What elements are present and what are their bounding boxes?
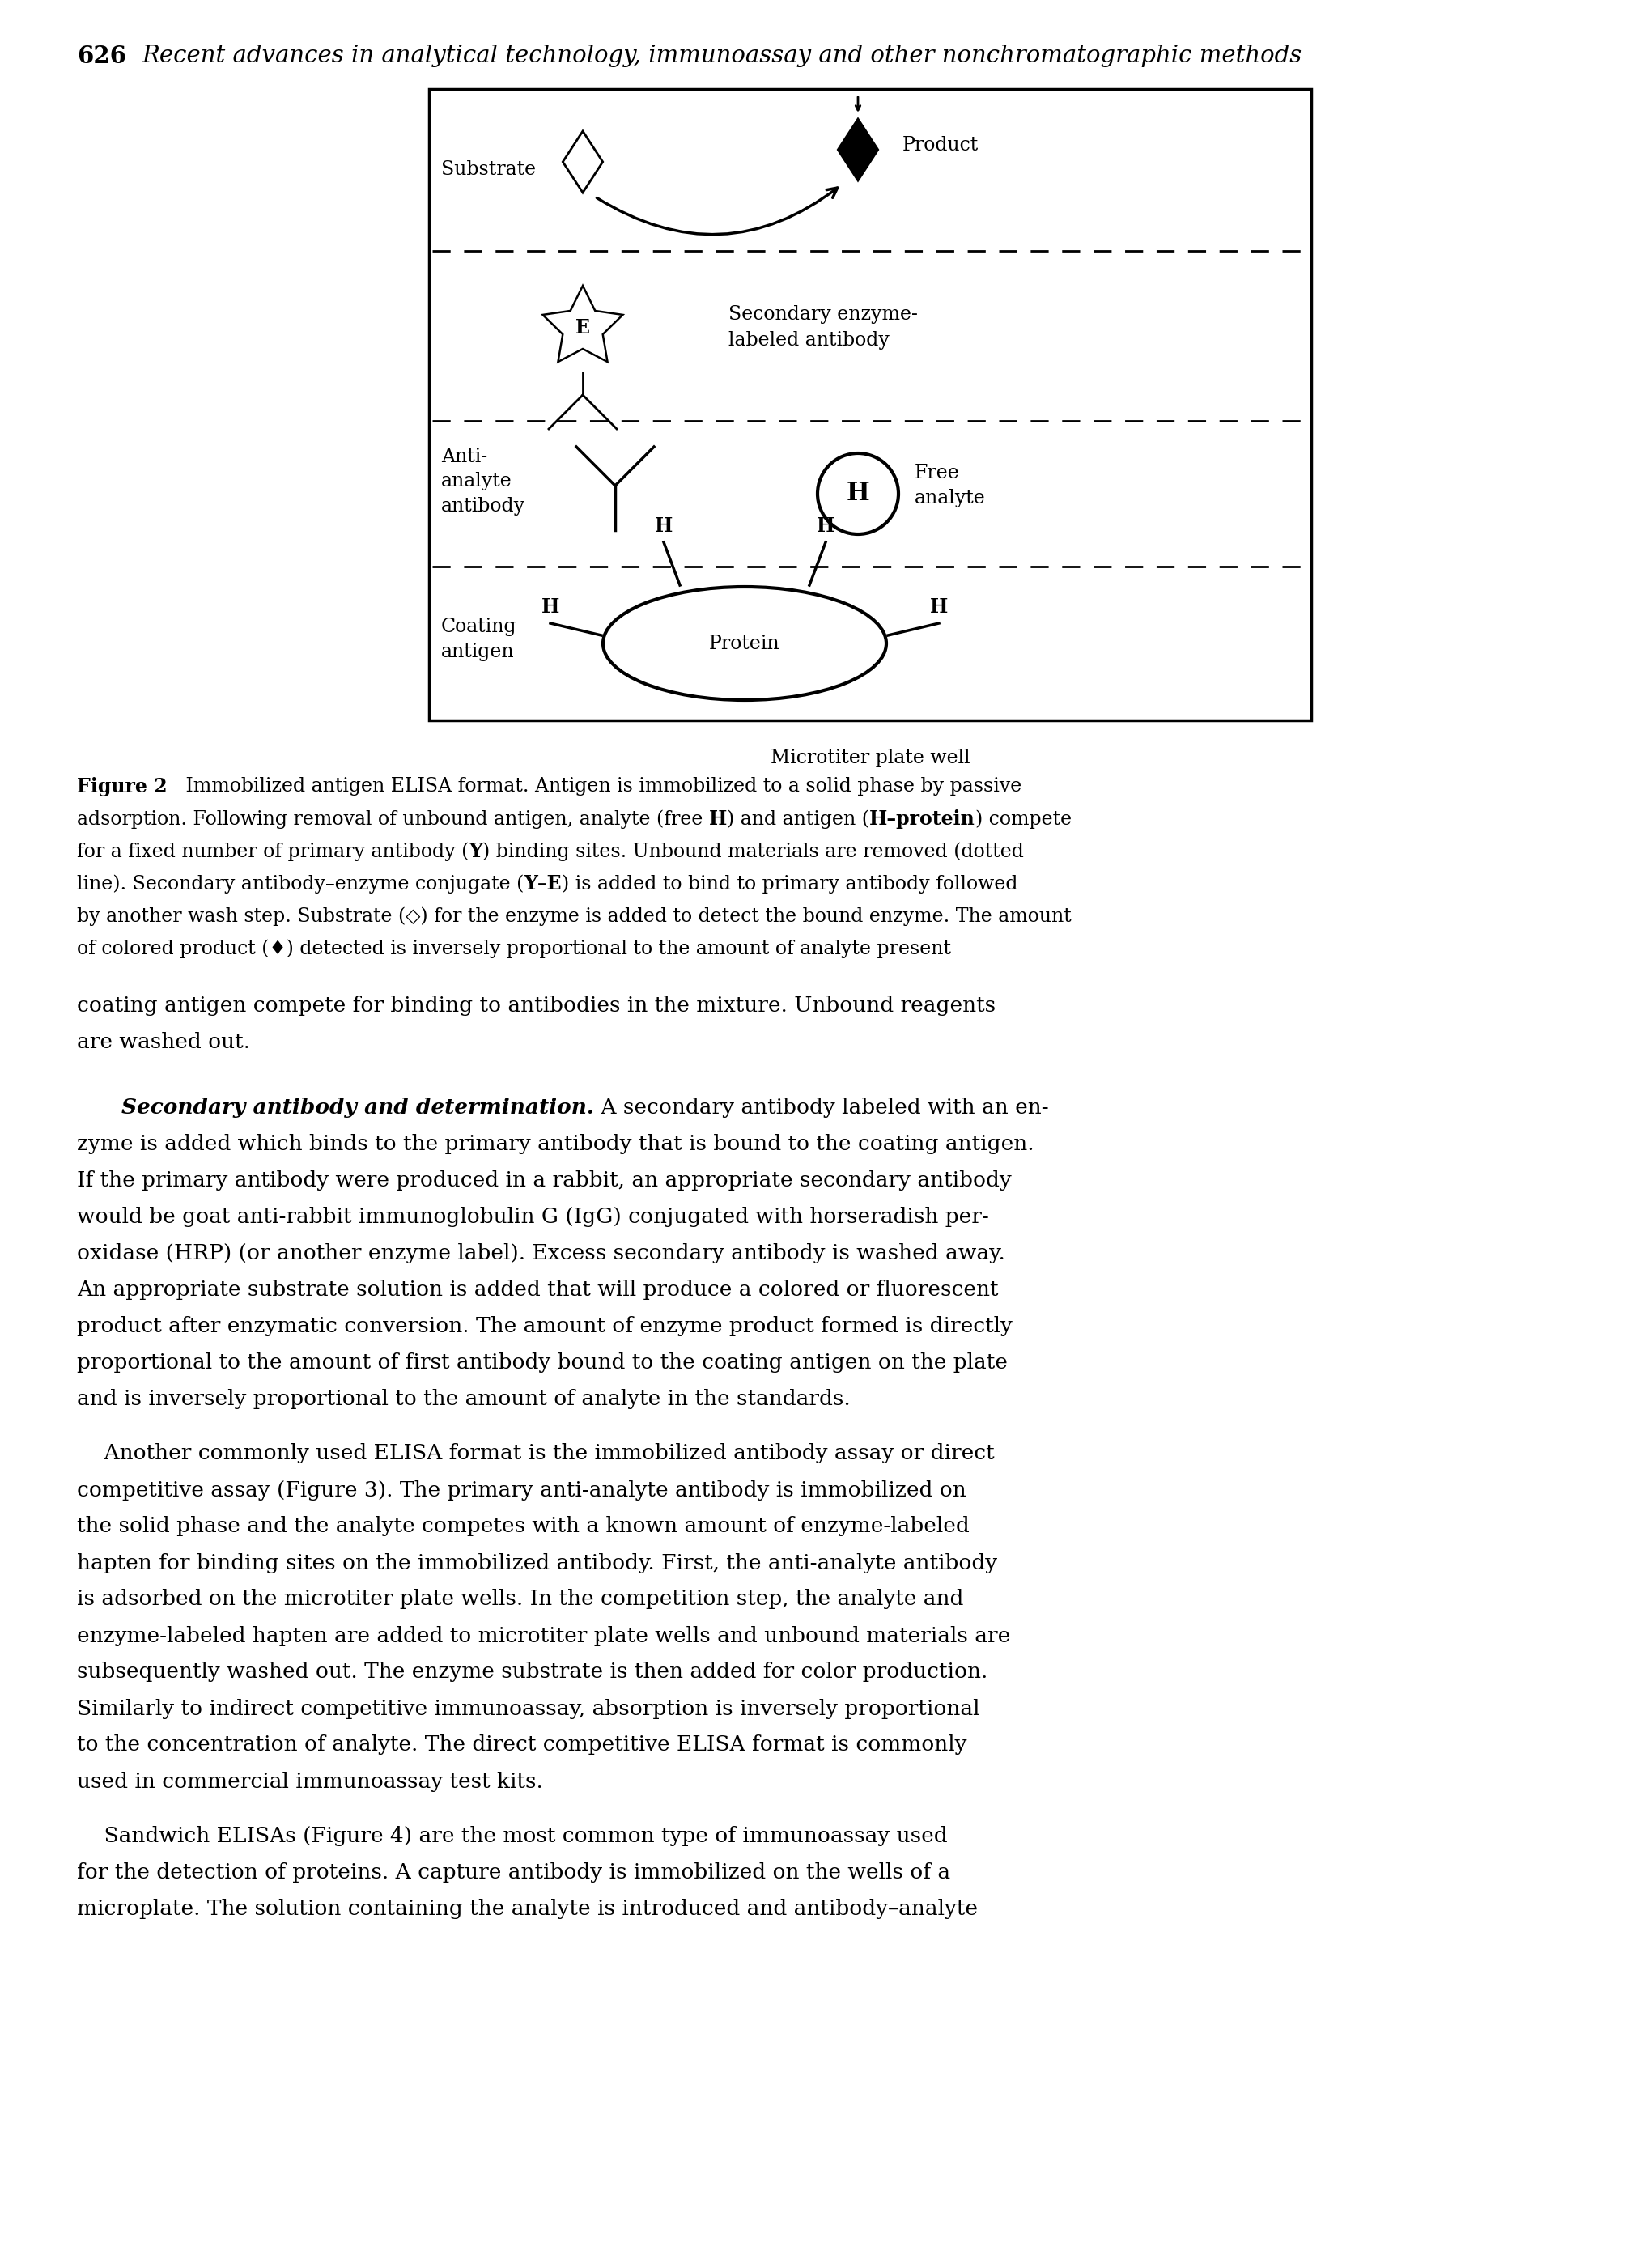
Text: H–protein: H–protein [869,809,975,829]
Text: the solid phase and the analyte competes with a known amount of enzyme-labeled: the solid phase and the analyte competes… [78,1516,970,1536]
Text: are washed out.: are washed out. [78,1031,249,1051]
Text: is adsorbed on the microtiter plate wells. In the competition step, the analyte : is adsorbed on the microtiter plate well… [78,1590,963,1610]
Text: Sandwich ELISAs (Figure 4) are the most common type of immunoassay used: Sandwich ELISAs (Figure 4) are the most … [78,1826,948,1846]
Text: Secondary antibody and determination.: Secondary antibody and determination. [121,1098,595,1119]
Text: ) compete: ) compete [975,809,1072,829]
Text: If the primary antibody were produced in a rabbit, an appropriate secondary anti: If the primary antibody were produced in… [78,1170,1011,1190]
Text: Coating
antigen: Coating antigen [441,618,517,660]
Text: H: H [930,597,948,618]
Text: and is inversely proportional to the amount of analyte in the standards.: and is inversely proportional to the amo… [78,1388,851,1408]
Text: to the concentration of analyte. The direct competitive ELISA format is commonly: to the concentration of analyte. The dir… [78,1734,966,1754]
Text: enzyme-labeled hapten are added to microtiter plate wells and unbound materials : enzyme-labeled hapten are added to micro… [78,1626,1011,1646]
Text: ) and antigen (: ) and antigen ( [727,809,869,829]
Text: for a fixed number of primary antibody (: for a fixed number of primary antibody ( [78,842,469,860]
Text: H: H [654,517,672,537]
Text: oxidase (HRP) (or another enzyme label). Excess secondary antibody is washed awa: oxidase (HRP) (or another enzyme label).… [78,1244,1004,1264]
Text: H: H [816,517,834,537]
Text: Another commonly used ELISA format is the immobilized antibody assay or direct: Another commonly used ELISA format is th… [78,1444,995,1464]
Text: Similarly to indirect competitive immunoassay, absorption is inversely proportio: Similarly to indirect competitive immuno… [78,1698,980,1718]
Text: subsequently washed out. The enzyme substrate is then added for color production: subsequently washed out. The enzyme subs… [78,1662,988,1682]
Text: would be goat anti-rabbit immunoglobulin G (IgG) conjugated with horseradish per: would be goat anti-rabbit immunoglobulin… [78,1206,990,1226]
Text: Free
analyte: Free analyte [915,465,986,508]
Text: ) is added to bind to primary antibody followed: ) is added to bind to primary antibody f… [562,874,1018,894]
Text: Secondary enzyme-
labeled antibody: Secondary enzyme- labeled antibody [729,305,919,350]
Text: Immobilized antigen ELISA format. Antigen is immobilized to a solid phase by pas: Immobilized antigen ELISA format. Antige… [167,777,1021,795]
Text: An appropriate substrate solution is added that will produce a colored or fluore: An appropriate substrate solution is add… [78,1280,998,1300]
Text: Microtiter plate well: Microtiter plate well [770,748,970,768]
Text: H: H [846,481,869,505]
Text: H: H [542,597,560,618]
Text: Anti-
analyte
antibody: Anti- analyte antibody [441,447,525,514]
Text: A secondary antibody labeled with an en-: A secondary antibody labeled with an en- [595,1098,1049,1119]
Text: Y–E: Y–E [524,874,562,894]
Text: E: E [575,319,590,337]
Text: by another wash step. Substrate (◇) for the enzyme is added to detect the bound : by another wash step. Substrate (◇) for … [78,907,1072,925]
Text: of colored product (♦) detected is inversely proportional to the amount of analy: of colored product (♦) detected is inver… [78,939,952,957]
Text: Substrate: Substrate [441,162,535,180]
Text: zyme is added which binds to the primary antibody that is bound to the coating a: zyme is added which binds to the primary… [78,1134,1034,1154]
Text: competitive assay (Figure 3). The primary anti-analyte antibody is immobilized o: competitive assay (Figure 3). The primar… [78,1480,966,1500]
Text: microplate. The solution containing the analyte is introduced and antibody–analy: microplate. The solution containing the … [78,1898,978,1918]
Bar [430,90,1312,721]
Text: ) binding sites. Unbound materials are removed (dotted: ) binding sites. Unbound materials are r… [482,842,1024,860]
Text: 626: 626 [78,45,126,67]
Text: for the detection of proteins. A capture antibody is immobilized on the wells of: for the detection of proteins. A capture… [78,1862,950,1882]
Text: proportional to the amount of first antibody bound to the coating antigen on the: proportional to the amount of first anti… [78,1352,1008,1372]
Text: hapten for binding sites on the immobilized antibody. First, the anti-analyte an: hapten for binding sites on the immobili… [78,1552,998,1572]
Text: Figure 2: Figure 2 [78,777,167,797]
Text: adsorption. Following removal of unbound antigen, analyte (free: adsorption. Following removal of unbound… [78,809,709,829]
Polygon shape [838,119,877,180]
Text: Recent advances in analytical technology, immunoassay and other nonchromatograph: Recent advances in analytical technology… [142,45,1302,67]
Text: line). Secondary antibody–enzyme conjugate (: line). Secondary antibody–enzyme conjuga… [78,874,524,894]
Text: H: H [709,809,727,829]
Text: Protein: Protein [709,633,780,654]
Text: used in commercial immunoassay test kits.: used in commercial immunoassay test kits… [78,1772,544,1792]
Text: Y: Y [469,842,482,860]
Text: coating antigen compete for binding to antibodies in the mixture. Unbound reagen: coating antigen compete for binding to a… [78,995,996,1015]
Text: product after enzymatic conversion. The amount of enzyme product formed is direc: product after enzymatic conversion. The … [78,1316,1013,1336]
FancyArrowPatch shape [596,189,838,234]
Text: Product: Product [902,137,978,155]
